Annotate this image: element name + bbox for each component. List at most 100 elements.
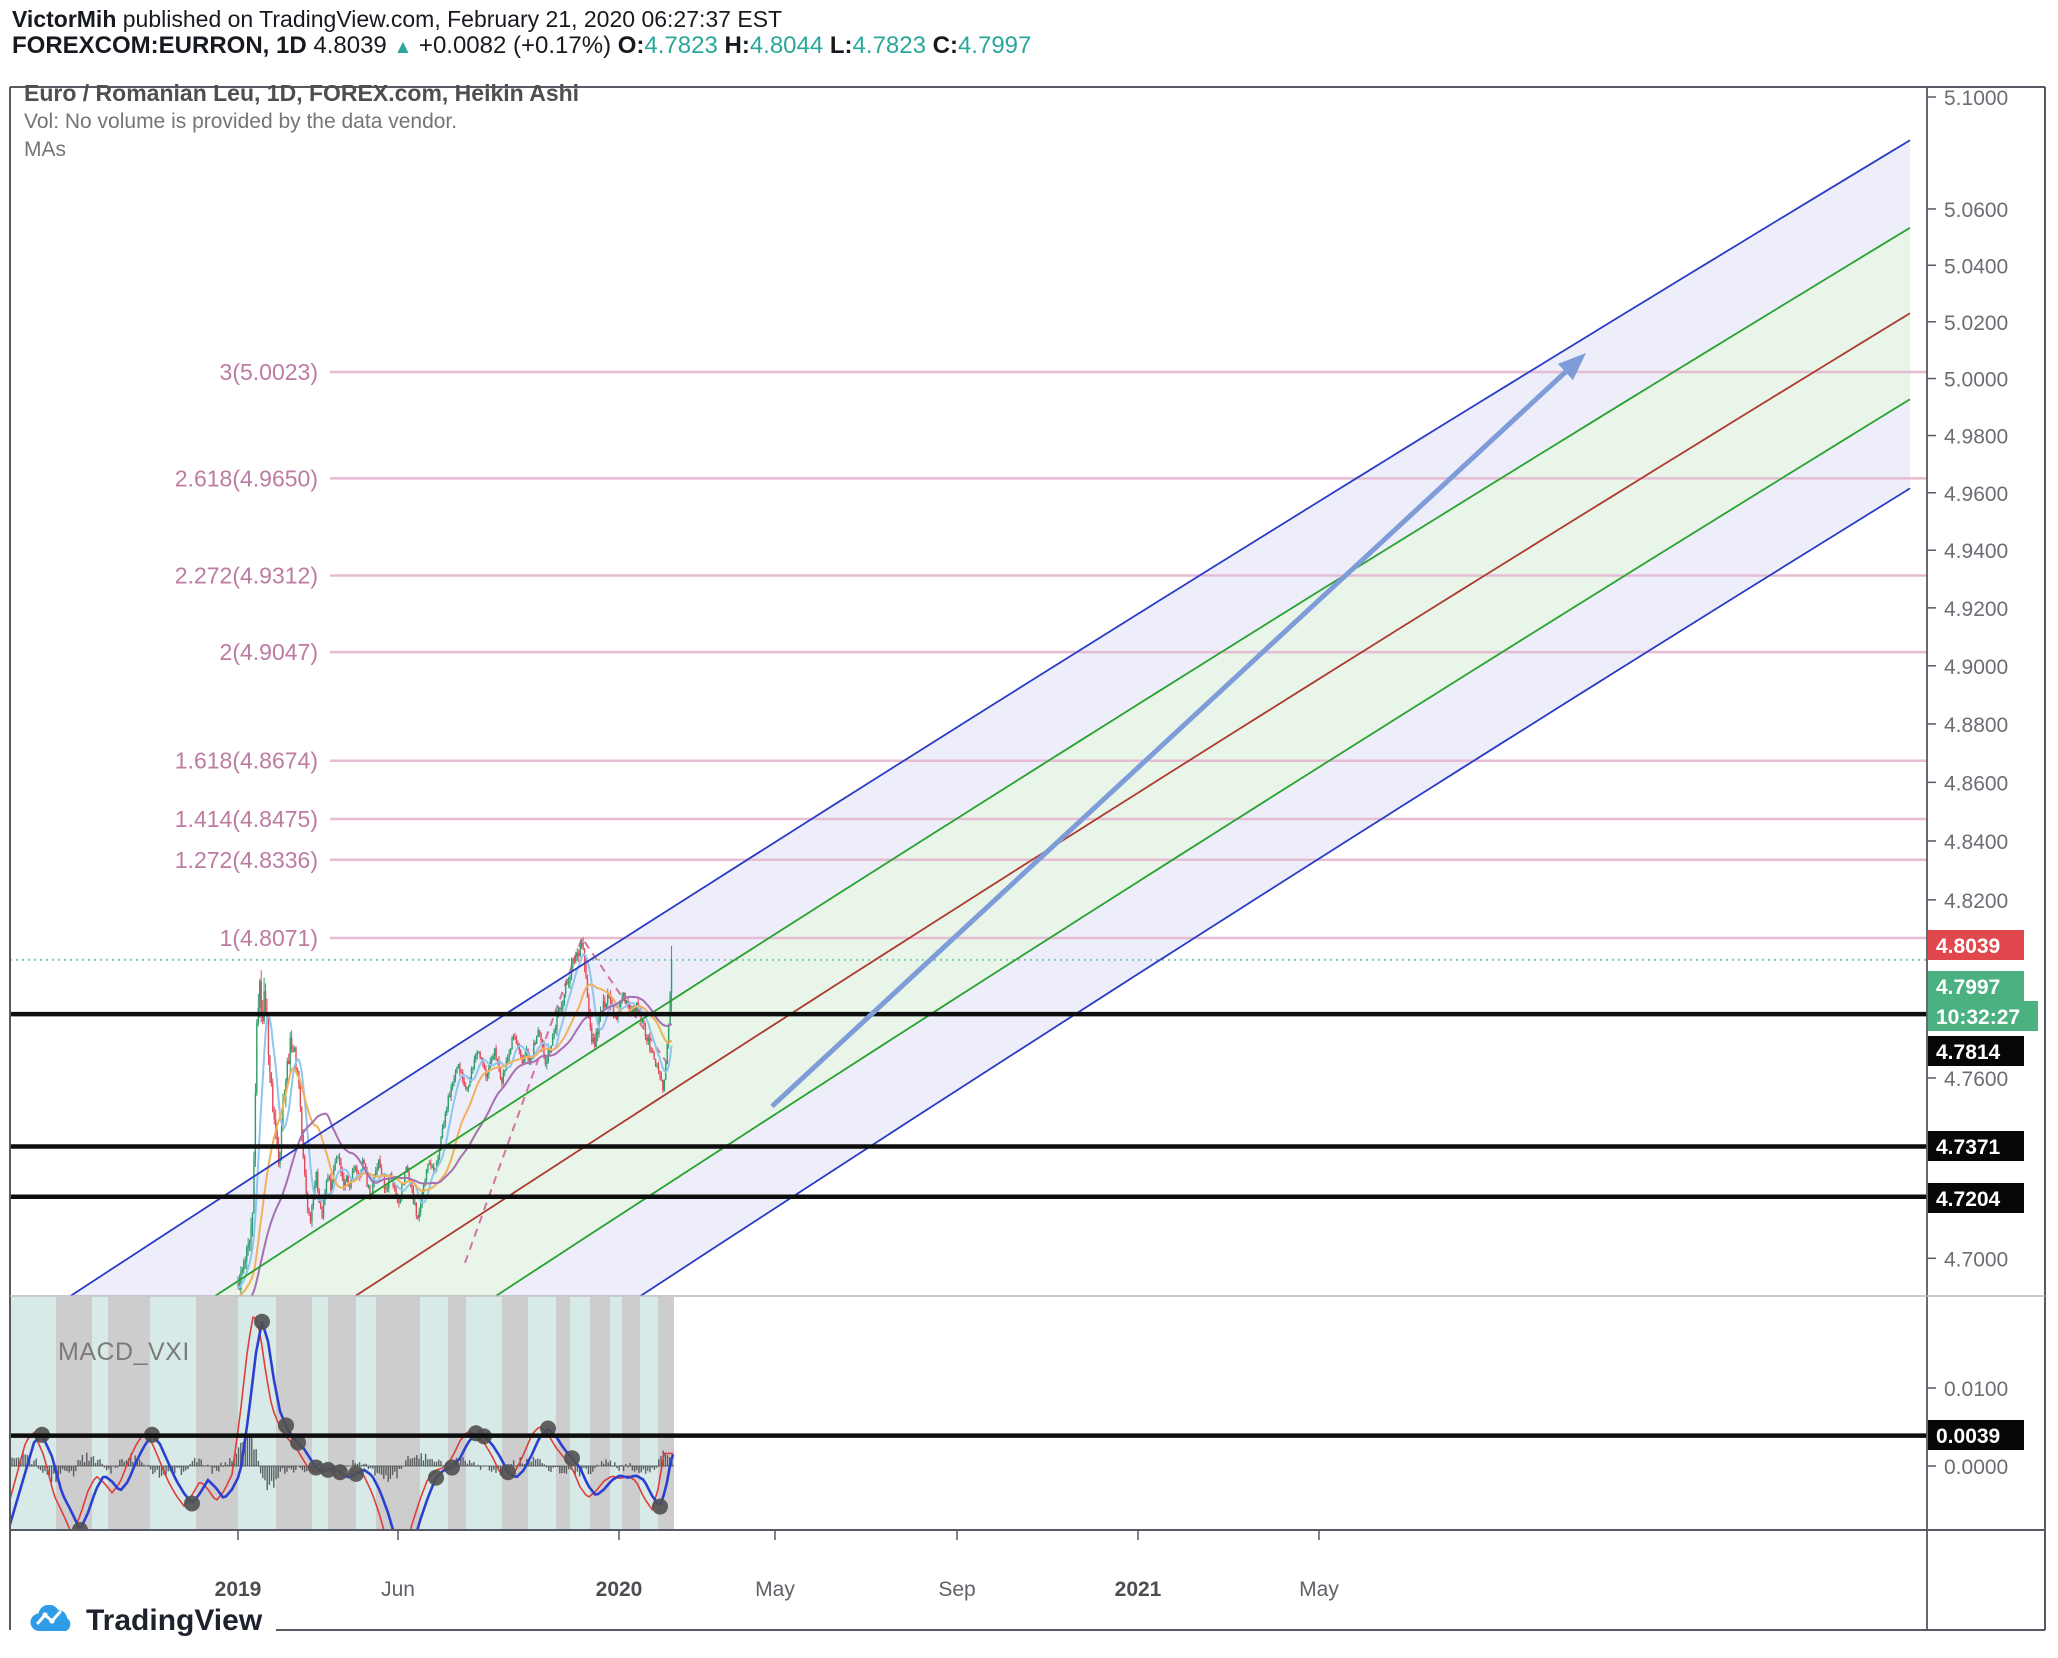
tradingview-logo[interactable]: TradingView — [22, 1598, 277, 1644]
macd-background-band — [108, 1297, 150, 1530]
candle-body — [418, 1211, 420, 1218]
candle-body — [638, 1010, 641, 1012]
candle-body — [341, 1171, 344, 1177]
time-tick-label: 2021 — [1115, 1578, 1162, 1601]
candle-body — [269, 1055, 271, 1073]
high-value: 4.8044 — [749, 32, 824, 59]
candle-body — [549, 1049, 551, 1053]
fib-level-label: 2.272(4.9312) — [175, 563, 318, 589]
macd-signal-dot — [500, 1464, 516, 1481]
candle-body — [417, 1215, 419, 1218]
low-value: 4.7823 — [852, 32, 926, 59]
candle-body — [460, 1072, 462, 1074]
candle-body — [356, 1166, 358, 1173]
legend-title[interactable]: Euro / Romanian Leu, 1D, FOREX.com, Heik… — [24, 80, 580, 106]
candle-body — [495, 1048, 497, 1059]
macd-background-band — [622, 1297, 640, 1530]
candle-body — [449, 1095, 451, 1098]
candle-body — [560, 1008, 563, 1010]
candle-body — [348, 1186, 351, 1188]
legend-volume[interactable]: Vol: No volume is provided by the data v… — [24, 110, 458, 134]
macd-signal-dot — [254, 1313, 270, 1330]
price-tick-label: 4.8200 — [1944, 890, 2008, 913]
candle-body — [580, 942, 583, 946]
published-byline: VictorMih published on TradingView.com, … — [12, 6, 782, 33]
macd-signal-dot — [540, 1420, 556, 1437]
up-triangle-icon: ▲ — [393, 37, 413, 58]
candle-body — [286, 1060, 288, 1081]
macd-signal-dot — [396, 1552, 412, 1568]
candle-body — [357, 1172, 360, 1174]
candle-body — [247, 1244, 249, 1248]
candle-body — [456, 1066, 458, 1073]
candle-body — [483, 1066, 486, 1070]
macd-signal-dot — [72, 1521, 88, 1530]
macd-signal-dot — [308, 1459, 324, 1476]
candle-body — [261, 1013, 264, 1022]
candle-body — [522, 1059, 525, 1064]
macd-indicator-label[interactable]: MACD_VXI — [58, 1338, 190, 1366]
published-text: published on TradingView.com, February 2… — [116, 6, 783, 32]
macd-background-band — [590, 1297, 610, 1530]
candle-body — [536, 1036, 538, 1044]
candle-body — [551, 1036, 554, 1046]
candle-body — [670, 959, 673, 993]
candle-body — [450, 1086, 452, 1097]
candle-body — [589, 1012, 592, 1028]
candle-body — [425, 1170, 428, 1181]
high-label: H: — [724, 32, 750, 59]
candle-body — [476, 1052, 478, 1056]
candle-body — [296, 1067, 299, 1072]
candle-body — [653, 1052, 655, 1060]
candle-body — [472, 1067, 474, 1070]
candle-body — [375, 1170, 377, 1175]
candle-body — [292, 1050, 294, 1052]
candle-body — [546, 1061, 548, 1064]
candle-body — [652, 1051, 654, 1053]
candle-body — [305, 1174, 307, 1194]
time-tick-label: Sep — [938, 1578, 975, 1601]
macd-signal-dot — [564, 1450, 580, 1467]
candle-body — [521, 1056, 523, 1064]
candle-body — [496, 1058, 499, 1060]
candle-body — [624, 992, 626, 1002]
candle-body — [627, 1000, 629, 1004]
time-tick-label: May — [1299, 1578, 1339, 1601]
candle-body — [369, 1185, 371, 1197]
moving-average-line — [236, 953, 673, 1290]
candle-body — [579, 945, 581, 956]
price-badge — [1928, 1131, 2024, 1161]
macd-background-band — [196, 1297, 238, 1530]
candle-body — [383, 1174, 386, 1189]
candle-body — [309, 1213, 312, 1222]
candle-body — [308, 1209, 310, 1214]
low-label: L: — [829, 32, 853, 59]
trend-arrow-shaft — [770, 360, 1578, 1109]
price-tick-label: 4.8400 — [1944, 831, 2008, 854]
macd-signal-dot — [290, 1434, 306, 1451]
candle-body — [347, 1175, 349, 1187]
candle-body — [596, 1032, 599, 1035]
candle-body — [504, 1070, 506, 1073]
price-tick-label: 5.0000 — [1944, 369, 2008, 392]
candle-body — [623, 992, 625, 997]
candle-body — [446, 1108, 448, 1113]
price-badge — [1928, 1001, 2038, 1031]
macd-background-band — [150, 1297, 196, 1530]
fib-level-label: 2.618(4.9650) — [175, 465, 318, 491]
legend-mas[interactable]: MAs — [24, 138, 66, 162]
candle-body — [295, 1047, 297, 1068]
candle-body — [643, 1020, 645, 1027]
last-price: 4.8039 — [313, 32, 387, 59]
price-change: +0.0082 (+0.17%) — [418, 32, 612, 59]
moving-average-line — [237, 983, 673, 1296]
candle-body — [566, 983, 568, 985]
candle-body — [473, 1059, 476, 1068]
candle-body — [583, 948, 586, 966]
candle-body — [514, 1036, 516, 1038]
candle-body — [273, 1112, 275, 1120]
candle-body — [325, 1180, 328, 1194]
main-pane — [10, 139, 1927, 1296]
candle-body — [327, 1177, 329, 1181]
